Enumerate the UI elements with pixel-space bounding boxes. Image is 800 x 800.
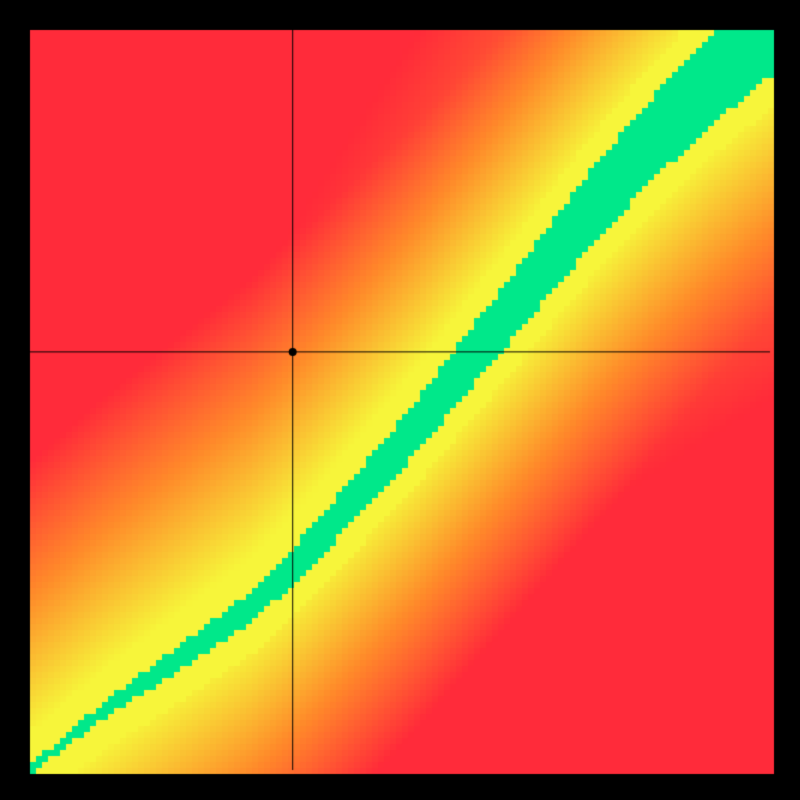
bottleneck-heatmap [0,0,800,800]
watermark-text: TheBottleneck.com [582,6,770,32]
chart-container: TheBottleneck.com [0,0,800,800]
